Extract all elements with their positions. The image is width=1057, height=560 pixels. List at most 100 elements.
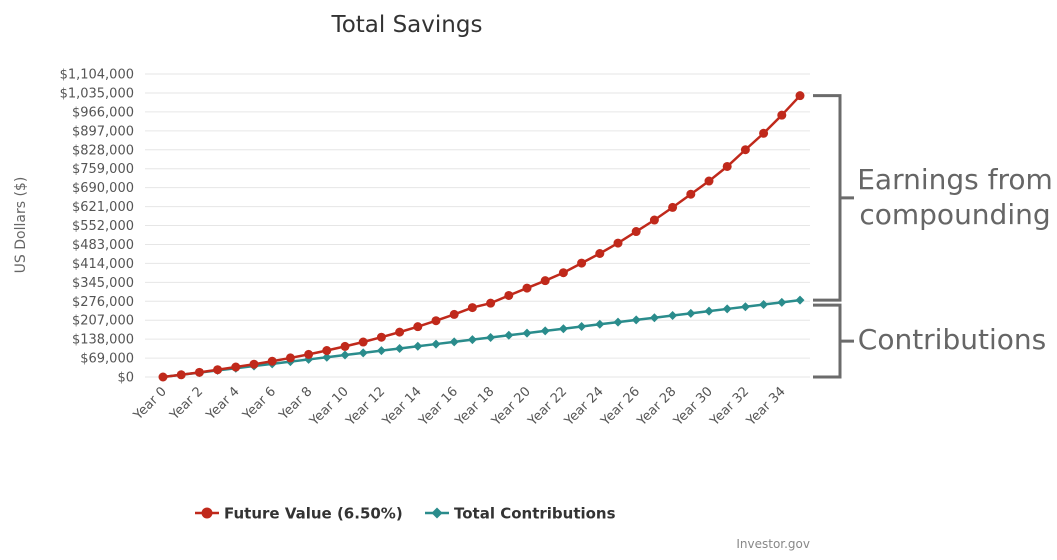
data-point[interactable] — [194, 367, 204, 377]
data-point[interactable] — [322, 352, 332, 362]
credits-text[interactable]: Investor.gov — [736, 537, 810, 551]
data-point[interactable] — [649, 313, 659, 323]
x-tick-label: Year 32 — [707, 384, 752, 429]
y-axis-ticks: $0 $69,000 $138,000 $207,000 $276,000 $345,00… — [60, 68, 134, 386]
series-0[interactable] — [158, 91, 805, 382]
data-point[interactable] — [376, 332, 386, 342]
data-point[interactable] — [577, 258, 587, 268]
data-point[interactable] — [467, 335, 477, 345]
data-point[interactable] — [431, 316, 441, 326]
earnings-annotation: Earnings from compounding — [857, 163, 1053, 231]
data-point[interactable] — [704, 306, 714, 316]
data-point[interactable] — [486, 332, 496, 342]
data-point[interactable] — [358, 337, 368, 347]
y-tick-label: $69,000 — [80, 352, 134, 367]
data-point[interactable] — [777, 297, 787, 307]
data-point[interactable] — [504, 330, 514, 340]
data-point[interactable] — [595, 248, 605, 258]
chart-title: Total Savings — [331, 12, 483, 38]
data-point[interactable] — [213, 365, 223, 375]
data-point[interactable] — [558, 324, 568, 334]
series — [158, 91, 805, 382]
x-tick-label: Year 30 — [670, 384, 715, 429]
data-point[interactable] — [413, 341, 423, 351]
data-point[interactable] — [540, 276, 550, 286]
y-tick-label: $828,000 — [72, 143, 134, 158]
y-axis-title: US Dollars ($) — [13, 177, 29, 274]
x-tick-label: Year 20 — [488, 384, 533, 429]
data-point[interactable] — [740, 302, 750, 312]
data-point[interactable] — [249, 359, 259, 369]
data-point[interactable] — [504, 290, 514, 300]
y-tick-label: $1,035,000 — [60, 86, 134, 101]
data-point[interactable] — [631, 227, 641, 237]
data-point[interactable] — [522, 283, 532, 293]
data-point[interactable] — [613, 238, 623, 248]
legend-item-1[interactable]: Total Contributions — [425, 505, 616, 523]
x-tick-label: Year 6 — [239, 384, 279, 424]
x-tick-label: Year 12 — [343, 384, 388, 429]
data-point[interactable] — [777, 110, 787, 120]
x-tick-label: Year 24 — [561, 384, 606, 429]
data-point[interactable] — [522, 328, 532, 338]
data-point[interactable] — [395, 327, 405, 337]
x-tick-label: Year 22 — [525, 384, 570, 429]
data-point[interactable] — [395, 343, 405, 353]
data-point[interactable] — [759, 300, 769, 310]
data-point[interactable] — [285, 353, 295, 363]
x-tick-label: Year 4 — [203, 384, 243, 424]
data-point[interactable] — [558, 268, 568, 278]
annotations: Earnings from compounding Contributions — [813, 94, 1053, 379]
data-point[interactable] — [613, 317, 623, 327]
data-point[interactable] — [704, 176, 714, 186]
y-tick-label: $414,000 — [72, 257, 134, 272]
data-point[interactable] — [577, 322, 587, 331]
data-point[interactable] — [358, 348, 368, 358]
y-tick-label: $0 — [117, 371, 134, 386]
data-point[interactable] — [540, 326, 550, 336]
data-point[interactable] — [668, 311, 678, 321]
data-point[interactable] — [486, 298, 496, 308]
data-point[interactable] — [304, 349, 314, 359]
data-point[interactable] — [431, 339, 441, 349]
contributions-bracket — [813, 303, 854, 379]
data-point[interactable] — [649, 215, 659, 225]
legend-item-0[interactable]: Future Value (6.50%) — [195, 505, 403, 523]
data-point[interactable] — [686, 308, 696, 318]
data-point[interactable] — [631, 315, 641, 325]
x-tick-label: Year 16 — [416, 384, 461, 429]
data-point[interactable] — [376, 346, 386, 356]
data-point[interactable] — [340, 350, 350, 360]
data-point[interactable] — [740, 145, 750, 155]
data-point[interactable] — [176, 370, 186, 380]
data-point[interactable] — [759, 128, 769, 138]
data-point[interactable] — [340, 341, 350, 351]
data-point[interactable] — [231, 362, 241, 372]
data-point[interactable] — [795, 91, 805, 101]
data-point[interactable] — [686, 189, 696, 199]
y-tick-label: $345,000 — [72, 276, 134, 291]
data-point[interactable] — [722, 161, 732, 171]
series-1[interactable] — [158, 295, 805, 382]
y-tick-label: $621,000 — [72, 200, 134, 215]
y-tick-label: $897,000 — [72, 124, 134, 139]
data-point[interactable] — [267, 356, 277, 366]
data-point[interactable] — [467, 303, 477, 313]
x-tick-label: Year 10 — [306, 384, 351, 429]
y-tick-label: $207,000 — [72, 314, 134, 329]
y-tick-label: $552,000 — [72, 219, 134, 234]
data-point[interactable] — [595, 319, 605, 329]
data-point[interactable] — [722, 304, 732, 314]
data-point[interactable] — [322, 346, 332, 356]
y-tick-label: $690,000 — [72, 181, 134, 196]
data-point[interactable] — [795, 295, 805, 305]
legend-marker — [201, 507, 213, 519]
data-point[interactable] — [449, 309, 459, 319]
data-point[interactable] — [449, 337, 459, 347]
data-point[interactable] — [413, 322, 423, 332]
series-line — [162, 94, 801, 379]
x-tick-label: Year 18 — [452, 384, 497, 429]
data-point[interactable] — [668, 202, 678, 212]
data-point[interactable] — [158, 372, 168, 382]
